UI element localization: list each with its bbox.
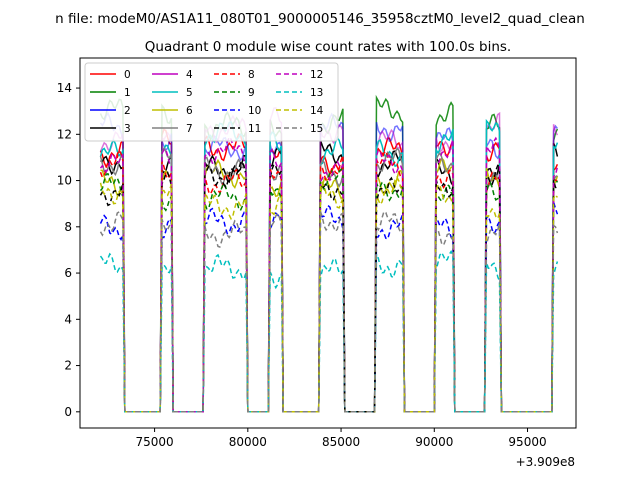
- legend-label-8: 8: [248, 69, 255, 81]
- plot-frame: [79, 57, 577, 429]
- legend-label-11: 11: [248, 123, 261, 135]
- series-line-10: [99, 201, 559, 413]
- series-layer: [99, 94, 559, 413]
- y-tick-label: 8: [64, 220, 72, 234]
- legend-label-13: 13: [310, 87, 323, 99]
- y-tick-label: 12: [57, 127, 72, 141]
- legend-box: [84, 62, 339, 142]
- y-tick-label: 4: [64, 312, 72, 326]
- legend-label-10: 10: [248, 105, 261, 117]
- series-line-13: [99, 249, 559, 413]
- y-tick-label: 10: [57, 174, 72, 188]
- x-offset-label: +3.909e8: [516, 455, 575, 469]
- y-tick-label: 2: [64, 359, 72, 373]
- chart-title: Quadrant 0 module wise count rates with …: [145, 39, 511, 55]
- series-line-5: [99, 118, 559, 413]
- series-line-11: [99, 160, 558, 413]
- y-tick-label: 14: [57, 81, 72, 95]
- y-tick-label: 6: [64, 266, 72, 280]
- series-line-4: [99, 106, 559, 413]
- legend-label-9: 9: [248, 87, 255, 99]
- legend-label-6: 6: [186, 105, 193, 117]
- legend-label-7: 7: [186, 123, 193, 135]
- series-line-14: [99, 175, 558, 413]
- x-tick-label: 90000: [415, 435, 453, 449]
- y-tick-label: 0: [64, 405, 72, 419]
- legend-label-0: 0: [124, 69, 131, 81]
- x-tick-label: 95000: [508, 435, 546, 449]
- legend-label-15: 15: [310, 123, 323, 135]
- legend-label-12: 12: [310, 69, 323, 81]
- x-tick-label: 85000: [322, 435, 360, 449]
- legend-label-1: 1: [124, 87, 131, 99]
- legend-label-5: 5: [186, 87, 193, 99]
- chart-suptitle: n file: modeM0/AS1A11_080T01_9000005146_…: [55, 11, 585, 27]
- series-line-6: [100, 156, 559, 413]
- legend-label-14: 14: [310, 105, 324, 117]
- legend-label-2: 2: [124, 105, 131, 117]
- x-tick-label: 75000: [135, 435, 173, 449]
- series-line-15: [99, 210, 559, 413]
- legend-label-3: 3: [124, 123, 131, 135]
- x-tick-label: 80000: [229, 435, 267, 449]
- legend-label-4: 4: [186, 69, 193, 81]
